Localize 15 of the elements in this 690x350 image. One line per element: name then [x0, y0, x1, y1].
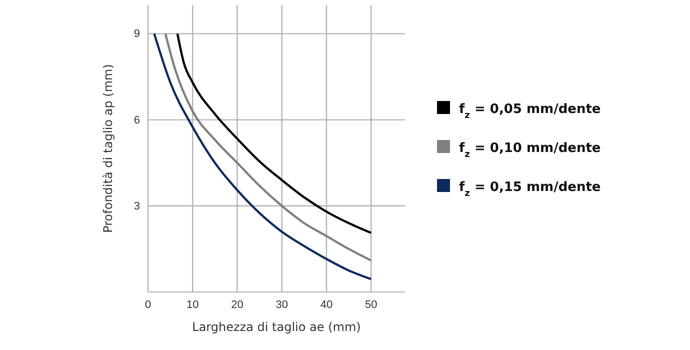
legend-label: f$_{z}$ = 0,05 mm/dente: [459, 102, 601, 121]
line-series: [176, 32, 372, 234]
legend-label: f$_{z}$ = 0,15 mm/dente: [459, 180, 601, 199]
x-tick-label: 20: [231, 298, 244, 311]
x-tick-label: 30: [276, 298, 288, 311]
y-tick-label: 3: [134, 200, 140, 212]
x-tick-label: 10: [186, 298, 199, 311]
x-axis-title: Larghezza di taglio ae (mm): [192, 320, 361, 334]
y-tick-label: 9: [134, 28, 140, 40]
legend-label: f$_{z}$ = 0,10 mm/dente: [459, 141, 601, 160]
x-tick-label: 40: [320, 298, 333, 311]
y-axis-title: Profondità di taglio ap (mm): [101, 64, 115, 233]
x-tick-label: 0: [144, 298, 152, 311]
x-tick-label: 50: [364, 298, 378, 311]
y-tick-label: 6: [134, 114, 140, 126]
